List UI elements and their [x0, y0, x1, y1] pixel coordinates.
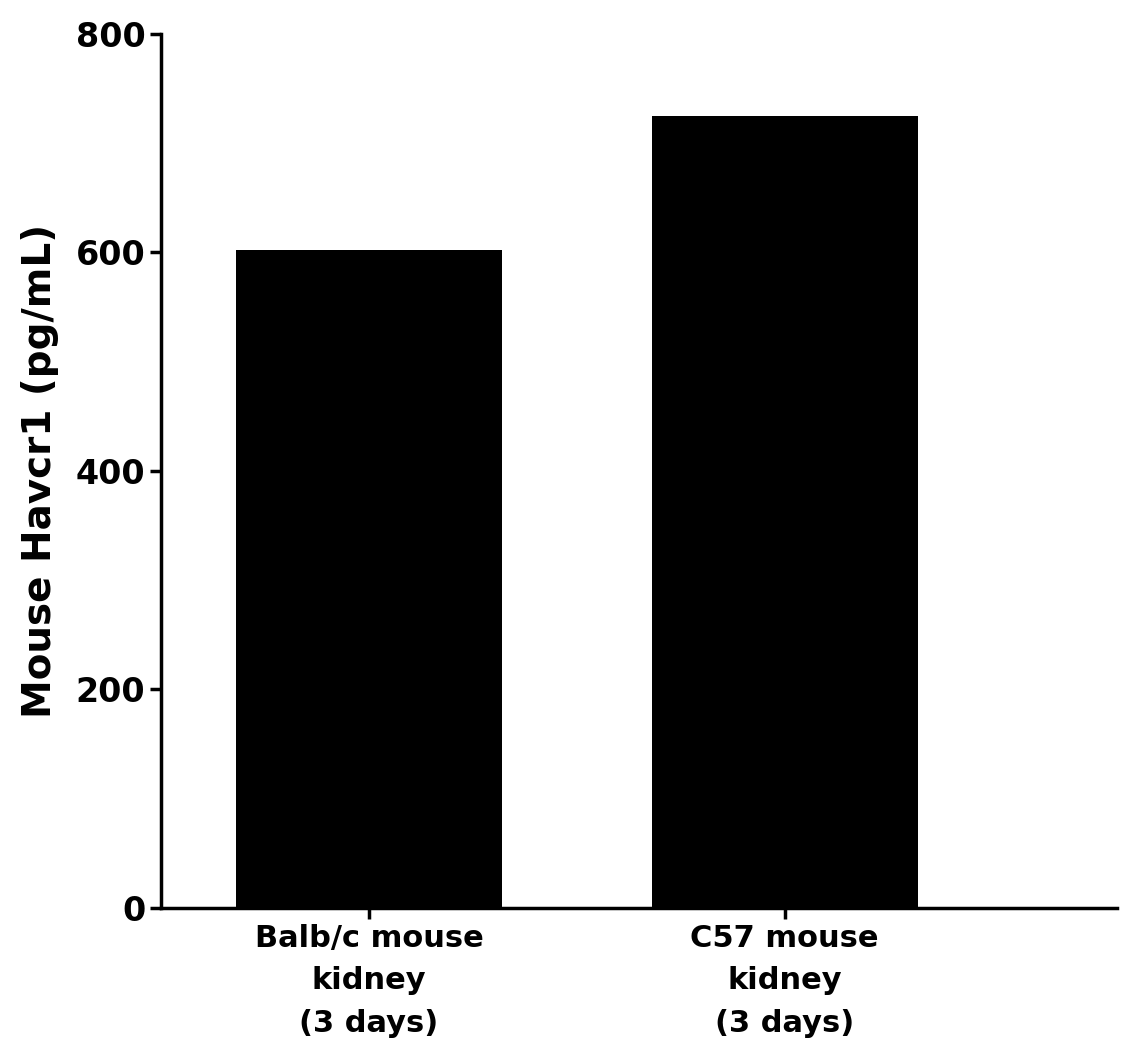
Bar	[236, 250, 502, 908]
Bar	[652, 116, 917, 908]
Y-axis label: Mouse Havcr1 (pg/mL): Mouse Havcr1 (pg/mL)	[20, 223, 59, 718]
